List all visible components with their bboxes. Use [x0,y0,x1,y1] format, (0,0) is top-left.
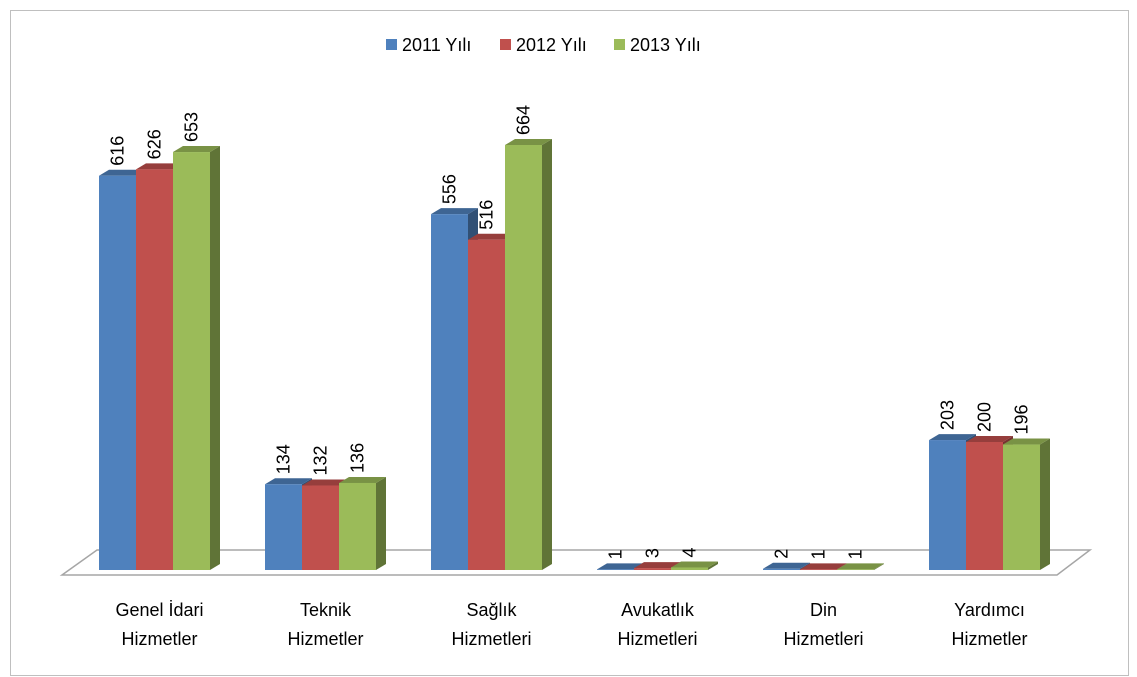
x-tick-label: Hizmetler [121,629,197,649]
bar [763,568,800,570]
bar [265,484,302,570]
bar-top [800,563,847,570]
x-tick-label: Hizmetleri [617,629,697,649]
bar [837,569,874,570]
bar-top [505,139,552,145]
legend-label: 2013 Yılı [630,35,701,55]
data-label: 664 [514,105,534,135]
bar-side [210,146,220,571]
bar-top [634,562,681,569]
x-tick-label: Hizmetler [287,629,363,649]
data-label: 200 [975,402,995,432]
bar [99,175,136,570]
bar [302,485,339,570]
legend-swatch [386,39,397,50]
bar [339,482,376,570]
legend-label: 2012 Yılı [516,35,587,55]
x-tick-label: Yardımcı [954,600,1025,620]
data-label: 203 [938,400,958,430]
bar-side [874,563,884,570]
x-tick-label: Avukatlık [621,600,695,620]
bar-top [339,476,386,483]
bar-top [265,478,312,485]
data-label: 516 [477,200,497,230]
bar-top [929,434,976,441]
data-label: 3 [643,548,663,558]
bar [634,568,671,570]
x-tick-label: Hizmetleri [783,629,863,649]
data-label: 2 [772,549,792,559]
data-label: 136 [348,443,368,473]
x-tick-label: Din [810,600,837,620]
bar [597,569,634,570]
legend-swatch [614,39,625,50]
data-label: 196 [1012,405,1032,435]
bar [800,569,837,570]
bar-top [597,563,644,570]
x-tick-label: Sağlık [466,600,517,620]
bar-top [99,169,146,176]
bar [505,145,542,570]
data-label: 4 [680,547,700,557]
bar [966,441,1003,570]
data-label: 132 [311,445,331,475]
bar-top [136,163,183,170]
data-label: 626 [145,129,165,159]
data-label: 1 [809,549,829,559]
bar-top [1003,438,1050,445]
bar-top [302,479,349,486]
bar [173,152,210,571]
bar-top [671,561,718,568]
data-label: 1 [606,549,626,559]
x-tick-label: Hizmetler [951,629,1027,649]
data-label: 653 [182,112,202,142]
bar [929,440,966,570]
data-label: 134 [274,444,294,474]
bar-top [763,562,810,569]
data-label: 1 [846,549,866,559]
bar-top [966,435,1013,442]
x-tick-label: Hizmetleri [451,629,531,649]
bar-side [1040,438,1050,570]
bar [431,214,468,570]
bar [1003,444,1040,570]
bar-top [468,233,515,240]
bar-side [708,561,718,570]
bar-side [542,139,552,570]
data-label: 616 [108,136,128,166]
x-tick-label: Teknik [300,600,352,620]
x-tick-label: Genel İdari [115,600,203,620]
legend-label: 2011 Yılı [402,35,471,55]
bar-top [173,146,220,153]
bar [136,169,173,570]
bar-top [431,208,478,215]
data-label: 556 [440,174,460,204]
bar-top [837,563,884,570]
bar [671,567,708,570]
bar [468,239,505,570]
legend-swatch [500,39,511,50]
bar-side [376,476,386,570]
